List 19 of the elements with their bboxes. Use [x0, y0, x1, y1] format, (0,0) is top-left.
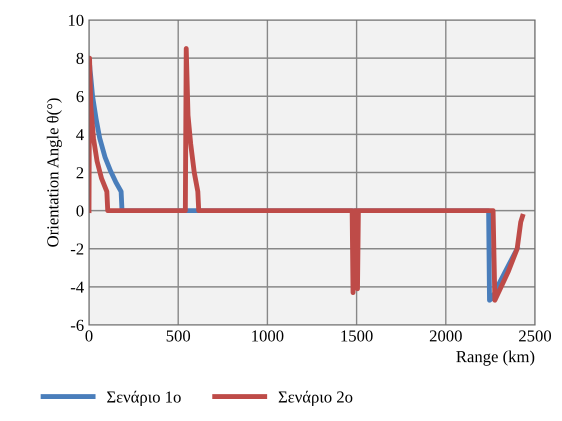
- y-axis-title: Orientation Angle θ(°): [46, 98, 62, 247]
- y-tick-label: 0: [76, 205, 84, 217]
- x-tick-label: 500: [166, 330, 190, 342]
- y-tick-label: 6: [76, 90, 84, 102]
- x-axis-title: Range (km): [456, 350, 534, 366]
- y-tick-label: -4: [70, 282, 84, 293]
- y-tick-label: 2: [76, 167, 84, 178]
- y-tick-label: 10: [68, 14, 84, 26]
- legend-label: Σενάριο 1ο: [107, 390, 181, 406]
- y-tick-label: 4: [76, 129, 84, 140]
- y-tick-label: -6: [70, 320, 84, 331]
- x-tick-label: 1500: [341, 330, 373, 342]
- x-tick-label: 1000: [252, 330, 284, 342]
- y-tick-label: 8: [76, 52, 84, 64]
- y-tick-label: -2: [70, 243, 84, 255]
- x-tick-label: 0: [85, 330, 93, 342]
- x-tick-label: 2000: [430, 330, 462, 342]
- x-tick-label: 2500: [519, 330, 552, 342]
- legend-label: Σενάριο 2ο: [278, 390, 352, 406]
